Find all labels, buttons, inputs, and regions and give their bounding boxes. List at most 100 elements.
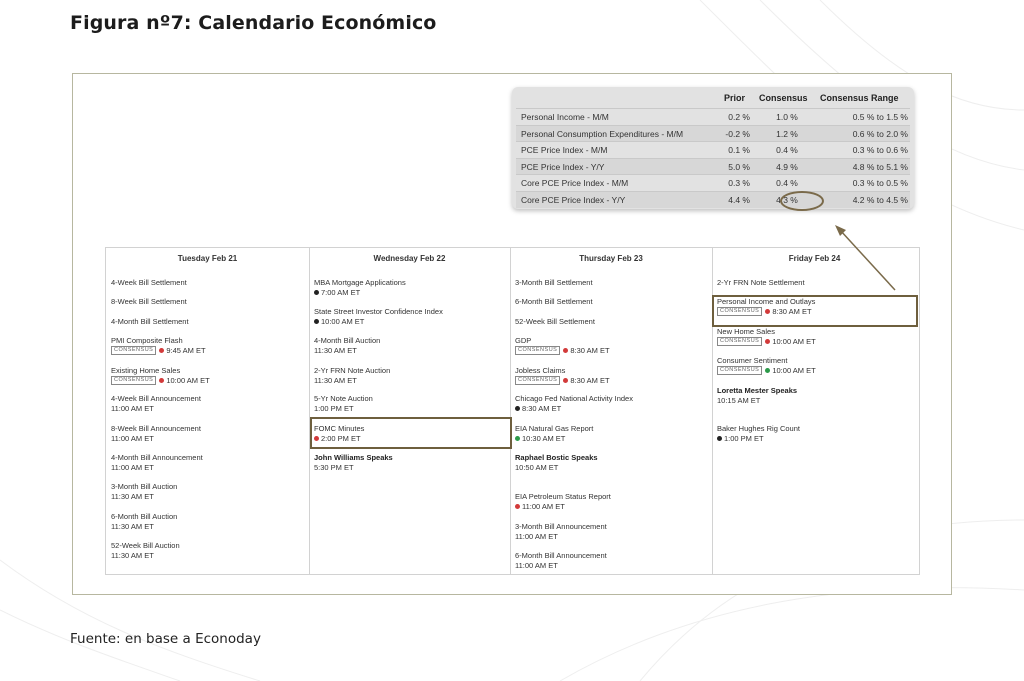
indicator-name: Core PCE Price Index - M/M — [521, 178, 629, 188]
red-dot-icon — [159, 378, 165, 384]
event-name: 3-Month Bill Settlement — [515, 278, 593, 287]
event-time-line: 11:00 AM ET — [111, 463, 203, 473]
event-name: John Williams Speaks — [314, 453, 393, 462]
black-dot-icon — [515, 406, 520, 412]
event-time-line: 5:30 PM ET — [314, 463, 393, 473]
event-name: 8-Week Bill Settlement — [111, 297, 187, 306]
event-name: Loretta Mester Speaks — [717, 386, 798, 395]
consensus-row: Personal Consumption Expenditures - M/M -… — [516, 124, 910, 142]
event-time: 10:00 AM ET — [321, 316, 365, 326]
event-name: Personal Income and Outlays — [717, 297, 816, 306]
calendar-event: Personal Income and Outlays CONSENSUS 8:30… — [717, 297, 816, 317]
event-time: 11:30 AM ET — [111, 491, 154, 501]
day-header: Friday Feb 24 — [788, 254, 841, 263]
event-name: 3-Month Bill Announcement — [515, 522, 607, 531]
event-time-line: 11:30 AM ET — [111, 551, 180, 561]
calendar-event: Baker Hughes Rig Count 1:00 PM ET — [717, 424, 800, 443]
red-dot-icon — [563, 378, 569, 384]
event-time-line: CONSENSUS 8:30 AM ET — [515, 346, 610, 356]
calendar-event: 3-Month Bill Auction 11:30 AM ET — [111, 482, 177, 501]
prior-value: 5.0 % — [728, 161, 750, 172]
calendar-event: 4-Month Bill Settlement — [111, 317, 189, 327]
event-time-line: 2:00 PM ET — [314, 434, 364, 444]
calendar-event: 4-Week Bill Settlement — [111, 278, 187, 288]
indicator-name: PCE Price Index - Y/Y — [521, 161, 605, 172]
consensus-badge: CONSENSUS — [515, 346, 561, 356]
consensus-badge: CONSENSUS — [515, 376, 561, 386]
event-time-line: 1:00 PM ET — [314, 404, 373, 414]
event-name: EIA Petroleum Status Report — [515, 492, 611, 501]
event-time-line: 11:30 AM ET — [111, 522, 177, 532]
calendar-day-column: Wednesday Feb 22 MBA Mortgage Application… — [309, 248, 511, 574]
economic-calendar: Tuesday Feb 21 4-Week Bill Settlement 8-We… — [105, 247, 920, 575]
event-name: 4-Week Bill Settlement — [111, 278, 187, 287]
event-name: 6-Month Bill Auction — [111, 512, 178, 521]
event-time-line: 7:00 AM ET — [314, 288, 406, 298]
calendar-event: 52-Week Bill Settlement — [515, 317, 595, 327]
event-time-line: 11:00 AM ET — [515, 532, 607, 542]
consensus-range: 4.8 % to 5.1 % — [852, 161, 908, 172]
event-name: MBA Mortgage Applications — [314, 278, 406, 287]
calendar-event: 52-Week Bill Auction 11:30 AM ET — [111, 541, 180, 560]
calendar-event: EIA Natural Gas Report 10:30 AM ET — [515, 424, 593, 443]
event-time: 1:00 PM ET — [724, 433, 764, 443]
event-name: 4-Month Bill Settlement — [111, 317, 189, 326]
header-consensus: Consensus — [759, 93, 808, 103]
consensus-value: 1.2 % — [776, 128, 798, 139]
event-time-line: CONSENSUS 10:00 AM ET — [717, 366, 816, 376]
event-time-line: CONSENSUS 9:45 AM ET — [111, 346, 206, 356]
calendar-event: 8-Week Bill Settlement — [111, 297, 187, 307]
event-time: 5:30 PM ET — [314, 462, 354, 472]
event-time-line: 11:30 AM ET — [111, 492, 177, 502]
calendar-event: 6-Month Bill Auction 11:30 AM ET — [111, 512, 177, 531]
prior-value: 0.1 % — [728, 145, 750, 155]
consensus-row: PCE Price Index - M/M 0.1 % 0.4 % 0.3 % to … — [516, 141, 910, 159]
event-time: 11:30 AM ET — [111, 550, 154, 560]
calendar-event: State Street Investor Confidence Index 10… — [314, 307, 443, 326]
event-time: 10:15 AM ET — [717, 395, 761, 405]
event-time-line: 10:15 AM ET — [717, 396, 797, 406]
calendar-event: PMI Composite Flash CONSENSUS 9:45 AM ET — [111, 336, 206, 356]
event-time: 2:00 PM ET — [321, 433, 361, 443]
prior-value: 0.3 % — [728, 178, 750, 188]
event-time-line: 11:00 AM ET — [515, 502, 611, 512]
day-header: Wednesday Feb 22 — [373, 254, 446, 263]
calendar-event: 3-Month Bill Settlement — [515, 278, 593, 288]
event-name: 2-Yr FRN Note Settlement — [717, 278, 805, 287]
event-time-line: 1:00 PM ET — [717, 434, 800, 444]
event-time-line: 8:30 AM ET — [515, 404, 633, 414]
event-time: 8:30 AM ET — [772, 306, 812, 316]
event-name: 3-Month Bill Auction — [111, 482, 178, 491]
event-name: Existing Home Sales — [111, 366, 181, 375]
source-note: Fuente: en base a Econoday — [70, 631, 261, 647]
calendar-day-column: Tuesday Feb 21 4-Week Bill Settlement 8-We… — [106, 248, 310, 574]
prior-value: -0.2 % — [725, 128, 750, 139]
calendar-event: 8-Week Bill Announcement 11:00 AM ET — [111, 424, 201, 443]
red-dot-icon — [159, 348, 165, 354]
event-time: 11:30 AM ET — [314, 345, 357, 355]
event-name: 4-Month Bill Auction — [314, 336, 381, 345]
calendar-event: FOMC Minutes 2:00 PM ET — [314, 424, 364, 443]
event-name: FOMC Minutes — [314, 424, 365, 433]
event-name: 2-Yr FRN Note Auction — [314, 366, 391, 375]
calendar-event: Existing Home Sales CONSENSUS 10:00 AM ET — [111, 366, 210, 386]
event-time-line: 10:50 AM ET — [515, 463, 598, 473]
calendar-event: Raphael Bostic Speaks 10:50 AM ET — [515, 453, 598, 472]
consensus-badge: CONSENSUS — [717, 307, 763, 317]
event-time: 11:00 AM ET — [111, 462, 154, 472]
consensus-badge: CONSENSUS — [111, 376, 157, 386]
event-time: 8:30 AM ET — [522, 403, 562, 413]
event-name: 4-Week Bill Announcement — [111, 394, 201, 403]
calendar-event: New Home Sales CONSENSUS 10:00 AM ET — [717, 327, 816, 347]
event-time-line: CONSENSUS 10:00 AM ET — [111, 376, 210, 386]
event-time: 9:45 AM ET — [166, 345, 206, 355]
event-time: 11:00 AM ET — [515, 531, 558, 541]
calendar-event: 3-Month Bill Announcement 11:00 AM ET — [515, 522, 607, 541]
event-name: Jobless Claims — [515, 366, 566, 375]
event-time-line: 10:00 AM ET — [314, 317, 443, 327]
red-dot-icon — [563, 348, 569, 354]
calendar-event: Loretta Mester Speaks 10:15 AM ET — [717, 386, 797, 405]
red-dot-icon — [765, 309, 771, 315]
event-time-line: 11:00 AM ET — [515, 561, 607, 571]
event-time: 10:00 AM ET — [772, 365, 816, 375]
